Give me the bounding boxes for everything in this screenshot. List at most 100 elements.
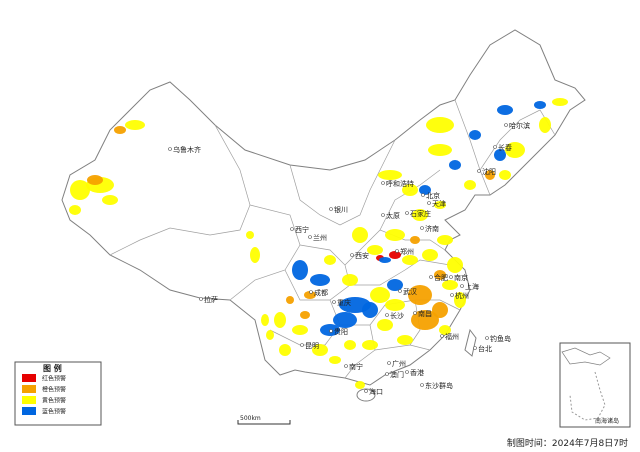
- city-label: 兰州: [313, 233, 327, 242]
- city-label: 武汉: [403, 287, 417, 296]
- warning-area: [449, 160, 461, 170]
- warning-area: [499, 170, 511, 180]
- city-label: 长春: [498, 143, 512, 152]
- warning-area: [377, 319, 393, 331]
- warning-area: [402, 255, 418, 265]
- warning-area: [342, 274, 358, 286]
- warning-area: [102, 195, 118, 205]
- city-label: 拉萨: [204, 295, 218, 304]
- warning-area: [397, 335, 413, 345]
- city-label: 海口: [369, 387, 383, 396]
- city-label: 南宁: [349, 362, 363, 371]
- city-label: 太原: [386, 211, 400, 220]
- city-label: 济南: [425, 224, 439, 233]
- warning-area: [378, 170, 402, 180]
- city-label: 杭州: [455, 291, 469, 300]
- city-label: 东沙群岛: [425, 381, 453, 390]
- city-marker: [382, 182, 385, 185]
- city-marker: [200, 298, 203, 301]
- city-label: 成都: [314, 288, 328, 297]
- inset-map: 南海诸岛: [560, 343, 630, 427]
- city-marker: [365, 390, 368, 393]
- city-marker: [441, 335, 444, 338]
- city-marker: [494, 146, 497, 149]
- city-marker: [478, 170, 481, 173]
- city-label: 北京: [426, 191, 440, 200]
- city-marker: [450, 276, 453, 279]
- warning-area: [497, 105, 513, 115]
- city-marker: [505, 124, 508, 127]
- legend-label: 橙色预警: [42, 386, 66, 394]
- warning-area: [426, 117, 454, 133]
- city-label: 福州: [445, 332, 459, 341]
- city-marker: [345, 365, 348, 368]
- city-marker: [414, 312, 417, 315]
- city-marker: [386, 373, 389, 376]
- city-marker: [333, 301, 336, 304]
- warning-area: [125, 120, 145, 130]
- city-marker: [301, 344, 304, 347]
- city-label: 西宁: [295, 225, 309, 234]
- warning-area: [410, 236, 420, 244]
- warning-area: [292, 325, 308, 335]
- city-marker: [382, 214, 385, 217]
- warning-area: [469, 130, 481, 140]
- city-label: 重庆: [337, 298, 351, 307]
- warning-area: [385, 229, 405, 241]
- city-label: 呼和浩特: [386, 179, 414, 188]
- city-label: 长沙: [390, 311, 404, 320]
- city-label: 乌鲁木齐: [173, 145, 201, 154]
- warning-area: [428, 144, 452, 156]
- city-marker: [396, 250, 399, 253]
- warning-area: [87, 175, 103, 185]
- warning-area: [370, 287, 390, 303]
- city-label: 银川: [334, 205, 348, 214]
- legend-swatch: [22, 407, 36, 415]
- city-marker: [461, 285, 464, 288]
- legend-swatch: [22, 396, 36, 404]
- warning-area: [422, 249, 438, 261]
- warning-area: [292, 260, 308, 280]
- city-label: 哈尔滨: [509, 121, 530, 130]
- city-label: 昆明: [305, 342, 319, 350]
- legend: 图 例 红色预警橙色预警黄色预警蓝色预警: [15, 362, 101, 425]
- city-marker: [451, 294, 454, 297]
- city-marker: [330, 330, 333, 333]
- city-label: 澳门: [390, 370, 404, 379]
- warning-area: [310, 274, 330, 286]
- legend-label: 黄色预警: [42, 397, 66, 405]
- city-marker: [310, 291, 313, 294]
- inset-label: 南海诸岛: [595, 417, 619, 425]
- city-marker: [474, 347, 477, 350]
- warning-area: [355, 381, 365, 389]
- city-marker: [421, 227, 424, 230]
- city-label: 南昌: [418, 309, 432, 318]
- warning-area: [69, 205, 81, 215]
- city-marker: [421, 384, 424, 387]
- city-label: 沈阳: [482, 167, 496, 176]
- warning-area: [300, 311, 310, 319]
- city-marker: [291, 228, 294, 231]
- city-marker: [430, 276, 433, 279]
- city-label: 香港: [410, 368, 424, 377]
- scale-label: 500km: [240, 415, 261, 422]
- city-label: 贵阳: [334, 327, 348, 336]
- city-marker: [486, 337, 489, 340]
- footer: 制图时间：2024年7月8日7时: [507, 437, 628, 449]
- city-marker: [388, 362, 391, 365]
- warning-area: [324, 255, 336, 265]
- legend-label: 蓝色预警: [42, 408, 66, 416]
- warning-area: [387, 279, 403, 291]
- city-marker: [406, 371, 409, 374]
- city-marker: [386, 314, 389, 317]
- warning-area: [552, 98, 568, 106]
- warning-area: [437, 235, 453, 245]
- warning-area: [539, 117, 551, 133]
- city-label: 钓鱼岛: [490, 334, 511, 343]
- legend-swatch: [22, 374, 36, 382]
- city-marker: [406, 212, 409, 215]
- warning-area: [432, 302, 448, 318]
- city-marker: [309, 236, 312, 239]
- city-label: 广州: [392, 359, 406, 368]
